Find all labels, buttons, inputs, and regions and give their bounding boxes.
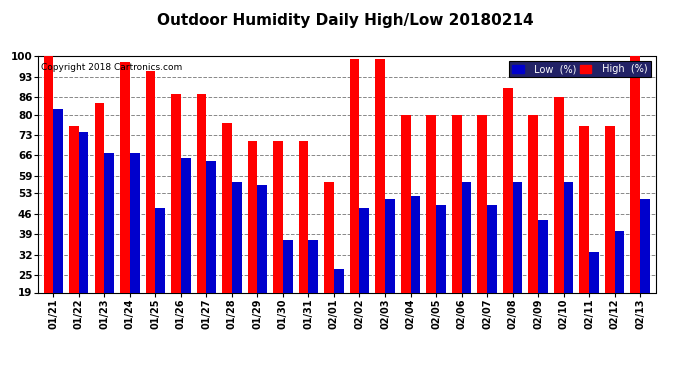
Bar bbox=[529, 115, 538, 292]
Bar bbox=[197, 94, 206, 292]
Bar bbox=[436, 205, 446, 292]
Bar bbox=[564, 182, 573, 292]
Bar bbox=[631, 56, 640, 292]
Bar bbox=[375, 59, 385, 292]
Bar bbox=[232, 182, 241, 292]
Bar bbox=[43, 56, 53, 292]
Bar bbox=[477, 115, 487, 292]
Bar bbox=[120, 62, 130, 292]
Legend:  Low  (%),  High  (%): Low (%), High (%) bbox=[509, 61, 651, 77]
Bar bbox=[324, 182, 334, 292]
Bar bbox=[273, 141, 283, 292]
Bar bbox=[248, 141, 257, 292]
Bar bbox=[605, 126, 615, 292]
Bar bbox=[385, 199, 395, 292]
Bar bbox=[538, 220, 548, 292]
Bar bbox=[350, 59, 359, 292]
Bar bbox=[359, 208, 369, 292]
Bar bbox=[222, 123, 232, 292]
Bar bbox=[171, 94, 181, 292]
Bar bbox=[462, 182, 471, 292]
Bar bbox=[426, 115, 436, 292]
Bar bbox=[640, 199, 650, 292]
Bar bbox=[155, 208, 165, 292]
Bar bbox=[554, 97, 564, 292]
Bar bbox=[95, 103, 104, 292]
Bar bbox=[503, 88, 513, 292]
Bar bbox=[206, 161, 216, 292]
Text: Outdoor Humidity Daily High/Low 20180214: Outdoor Humidity Daily High/Low 20180214 bbox=[157, 13, 533, 28]
Bar bbox=[452, 115, 462, 292]
Bar bbox=[411, 196, 420, 292]
Bar bbox=[580, 126, 589, 292]
Bar bbox=[308, 240, 318, 292]
Bar bbox=[53, 109, 63, 292]
Bar bbox=[257, 184, 267, 292]
Bar bbox=[615, 231, 624, 292]
Bar bbox=[104, 153, 114, 292]
Bar bbox=[487, 205, 497, 292]
Bar bbox=[513, 182, 522, 292]
Bar bbox=[146, 71, 155, 292]
Bar bbox=[283, 240, 293, 292]
Bar bbox=[69, 126, 79, 292]
Text: Copyright 2018 Cartronics.com: Copyright 2018 Cartronics.com bbox=[41, 63, 182, 72]
Bar bbox=[181, 158, 190, 292]
Bar bbox=[334, 269, 344, 292]
Bar bbox=[79, 132, 88, 292]
Bar bbox=[401, 115, 411, 292]
Bar bbox=[130, 153, 139, 292]
Bar bbox=[589, 252, 599, 292]
Bar bbox=[299, 141, 308, 292]
